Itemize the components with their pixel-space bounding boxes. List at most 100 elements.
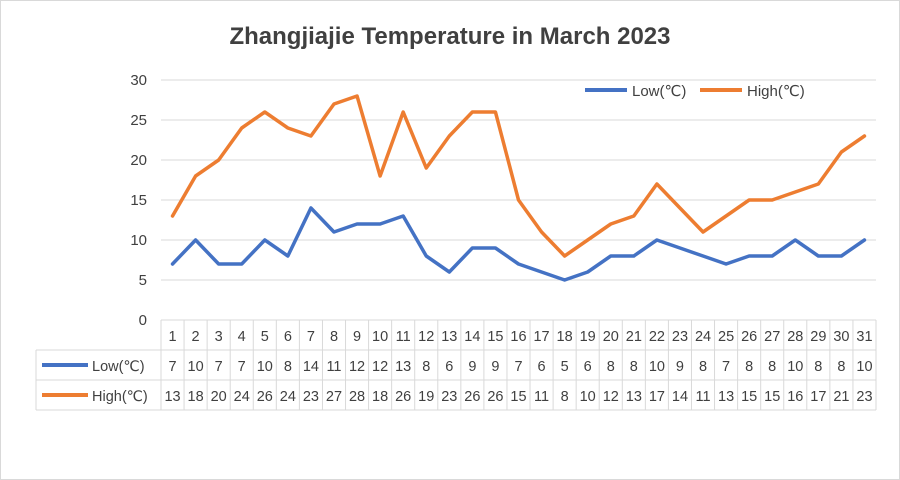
data-cell: 23 (441, 389, 457, 405)
data-cell: 13 (626, 389, 642, 405)
x-tick-label: 25 (718, 329, 734, 345)
x-tick-label: 13 (441, 329, 457, 345)
x-tick-label: 20 (603, 329, 619, 345)
data-cell: 13 (164, 389, 180, 405)
data-cell: 15 (764, 389, 780, 405)
x-tick-label: 28 (787, 329, 803, 345)
series-lines (170, 94, 867, 282)
x-tick-label: 6 (284, 329, 292, 345)
x-tick-label: 11 (396, 329, 411, 345)
data-cell: 8 (607, 359, 615, 375)
data-cell: 5 (561, 359, 569, 375)
table-series-name: Low(℃) (92, 359, 145, 375)
x-tick-label: 30 (833, 329, 849, 345)
data-cell: 14 (672, 389, 688, 405)
series-line (170, 94, 867, 258)
y-tick-label: 15 (130, 192, 147, 209)
x-tick-label: 2 (192, 329, 200, 345)
data-cell: 24 (280, 389, 296, 405)
x-tick-label: 21 (626, 329, 642, 345)
x-tick-label: 12 (418, 329, 434, 345)
x-tick-label: 10 (372, 329, 388, 345)
x-tick-label: 4 (238, 329, 246, 345)
data-cell: 26 (395, 389, 411, 405)
data-cell: 8 (699, 359, 707, 375)
data-cell: 19 (418, 389, 434, 405)
data-cell: 10 (188, 359, 204, 375)
data-cell: 21 (833, 389, 849, 405)
data-cell: 6 (584, 359, 592, 375)
legend-label: High(℃) (747, 83, 805, 100)
data-cell: 28 (349, 389, 365, 405)
x-tick-label: 23 (672, 329, 688, 345)
data-cell: 26 (487, 389, 503, 405)
x-tick-label: 7 (307, 329, 315, 345)
legend: Low(℃) High(℃) (585, 83, 805, 100)
x-tick-label: 9 (353, 329, 361, 345)
x-tick-label: 29 (810, 329, 826, 345)
data-cell: 8 (814, 359, 822, 375)
data-cell: 8 (561, 389, 569, 405)
data-cell: 9 (676, 359, 684, 375)
data-cell: 18 (188, 389, 204, 405)
data-cell: 14 (303, 359, 319, 375)
series-line (170, 206, 867, 282)
data-cell: 26 (257, 389, 273, 405)
data-cell: 12 (372, 359, 388, 375)
y-tick-label: 30 (130, 72, 147, 89)
y-tick-label: 25 (130, 112, 147, 129)
data-cell: 10 (649, 359, 665, 375)
x-tick-label: 1 (168, 329, 176, 345)
x-tick-label: 16 (510, 329, 526, 345)
x-tick-label: 18 (557, 329, 573, 345)
x-tick-label: 31 (856, 329, 872, 345)
x-tick-label: 5 (261, 329, 269, 345)
data-cell: 10 (580, 389, 596, 405)
data-cell: 15 (741, 389, 757, 405)
data-cell: 11 (695, 389, 710, 405)
data-cell: 6 (445, 359, 453, 375)
legend-label: Low(℃) (632, 83, 686, 100)
x-tick-label: 14 (464, 329, 480, 345)
data-cell: 10 (787, 359, 803, 375)
data-cell: 11 (326, 359, 341, 375)
data-cell: 12 (349, 359, 365, 375)
y-axis: 0 5 10 15 20 25 30 (130, 72, 147, 329)
y-tick-label: 10 (130, 232, 147, 249)
data-cell: 9 (468, 359, 476, 375)
data-cell: 17 (810, 389, 826, 405)
data-cell: 26 (464, 389, 480, 405)
data-cell: 7 (215, 359, 223, 375)
data-cell: 18 (372, 389, 388, 405)
data-cell: 8 (745, 359, 753, 375)
y-tick-label: 5 (139, 272, 147, 289)
data-cell: 16 (787, 389, 803, 405)
chart-title: Zhangjiajie Temperature in March 2023 (229, 23, 670, 50)
data-table: 1 2 3 4 5 6 7 8 9 10 11 12 13 14 15 16 17 18 19 20 21 22 23 24 2… (35, 319, 877, 411)
data-cell: 7 (722, 359, 730, 375)
x-tick-label: 8 (330, 329, 338, 345)
data-cell: 15 (510, 389, 526, 405)
data-cell: 17 (649, 389, 665, 405)
data-cell: 8 (284, 359, 292, 375)
x-tick-label: 3 (215, 329, 223, 345)
x-tick-label: 17 (533, 329, 549, 345)
x-tick-label: 26 (741, 329, 757, 345)
data-cell: 23 (303, 389, 319, 405)
data-cell: 20 (211, 389, 227, 405)
x-tick-label: 19 (580, 329, 596, 345)
data-cell: 7 (168, 359, 176, 375)
x-tick-label: 27 (764, 329, 780, 345)
data-cell: 13 (718, 389, 734, 405)
table-series-name: High(℃) (92, 389, 148, 405)
data-cell: 8 (422, 359, 430, 375)
x-tick-label: 15 (487, 329, 503, 345)
data-cell: 13 (395, 359, 411, 375)
data-cell: 12 (603, 389, 619, 405)
data-cell: 10 (856, 359, 872, 375)
x-tick-label: 24 (695, 329, 711, 345)
y-tick-label: 20 (130, 152, 147, 169)
data-cell: 27 (326, 389, 342, 405)
data-cell: 6 (538, 359, 546, 375)
